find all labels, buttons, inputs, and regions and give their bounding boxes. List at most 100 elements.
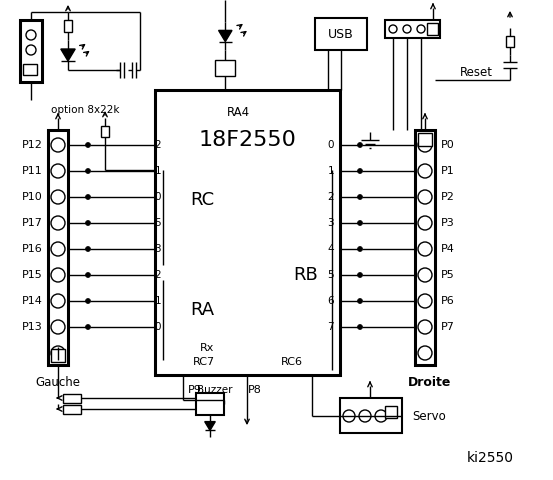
Circle shape	[86, 168, 91, 173]
Text: RC7: RC7	[193, 357, 215, 367]
Text: P3: P3	[441, 218, 455, 228]
Text: Droite: Droite	[408, 376, 452, 389]
Text: 1: 1	[154, 166, 161, 176]
Circle shape	[51, 190, 65, 204]
Circle shape	[86, 299, 91, 303]
Circle shape	[86, 143, 91, 147]
Circle shape	[357, 168, 363, 173]
Circle shape	[51, 268, 65, 282]
Bar	[506, 36, 514, 47]
Text: P10: P10	[22, 192, 43, 202]
Circle shape	[51, 242, 65, 256]
Text: 4: 4	[327, 244, 334, 254]
Text: 2: 2	[154, 140, 161, 150]
Text: Rx: Rx	[200, 343, 215, 353]
Text: P15: P15	[22, 270, 43, 280]
Text: P16: P16	[22, 244, 43, 254]
Circle shape	[51, 138, 65, 152]
Bar	[415, 130, 435, 365]
Text: Gauche: Gauche	[35, 376, 81, 389]
Text: 3: 3	[154, 244, 161, 254]
Circle shape	[418, 190, 432, 204]
Bar	[48, 130, 68, 365]
Circle shape	[357, 143, 363, 147]
Circle shape	[86, 220, 91, 226]
Text: 0: 0	[327, 140, 334, 150]
Polygon shape	[218, 30, 232, 42]
Text: RB: RB	[293, 266, 318, 284]
Text: Buzzer: Buzzer	[197, 385, 233, 395]
Bar	[101, 126, 109, 137]
Circle shape	[51, 320, 65, 334]
Bar	[63, 394, 81, 403]
Text: P4: P4	[441, 244, 455, 254]
Polygon shape	[61, 49, 75, 61]
Bar	[418, 133, 432, 146]
Text: 0: 0	[154, 192, 161, 202]
Text: RC6: RC6	[281, 357, 303, 367]
Text: Servo: Servo	[412, 409, 446, 422]
Circle shape	[357, 273, 363, 277]
Text: P5: P5	[441, 270, 455, 280]
Circle shape	[359, 410, 371, 422]
Circle shape	[86, 324, 91, 329]
Bar	[215, 60, 235, 76]
Bar	[385, 406, 397, 418]
Circle shape	[357, 194, 363, 200]
Text: 2: 2	[327, 192, 334, 202]
Circle shape	[418, 268, 432, 282]
Text: 1: 1	[327, 166, 334, 176]
Bar	[427, 23, 438, 35]
Bar	[385, 20, 440, 38]
Text: P9: P9	[188, 385, 202, 395]
Text: 18F2550: 18F2550	[199, 130, 296, 150]
Text: P17: P17	[22, 218, 43, 228]
Text: USB: USB	[328, 27, 354, 40]
Circle shape	[418, 242, 432, 256]
Bar	[51, 349, 65, 362]
Circle shape	[375, 410, 387, 422]
Text: P1: P1	[441, 166, 455, 176]
Circle shape	[403, 25, 411, 33]
Circle shape	[357, 220, 363, 226]
Text: P11: P11	[22, 166, 43, 176]
Text: 5: 5	[154, 218, 161, 228]
Circle shape	[418, 320, 432, 334]
Circle shape	[389, 25, 397, 33]
Circle shape	[418, 216, 432, 230]
Circle shape	[418, 346, 432, 360]
Text: P14: P14	[22, 296, 43, 306]
Circle shape	[26, 45, 36, 55]
Text: 0: 0	[154, 322, 161, 332]
Circle shape	[357, 247, 363, 252]
Circle shape	[51, 216, 65, 230]
Text: P6: P6	[441, 296, 455, 306]
Text: ki2550: ki2550	[467, 451, 514, 465]
Circle shape	[357, 299, 363, 303]
Text: P2: P2	[441, 192, 455, 202]
Text: RA: RA	[190, 301, 214, 319]
Text: RC: RC	[190, 191, 214, 209]
Circle shape	[86, 273, 91, 277]
Text: 7: 7	[327, 322, 334, 332]
Circle shape	[51, 346, 65, 360]
Text: 6: 6	[327, 296, 334, 306]
Text: P13: P13	[22, 322, 43, 332]
Bar	[64, 20, 72, 32]
Bar	[63, 405, 81, 414]
Circle shape	[51, 294, 65, 308]
Bar	[20, 20, 42, 82]
Circle shape	[26, 30, 36, 40]
Circle shape	[418, 164, 432, 178]
Text: Reset: Reset	[460, 65, 493, 79]
Bar	[23, 64, 37, 75]
Circle shape	[86, 247, 91, 252]
Circle shape	[357, 324, 363, 329]
Text: option 8x22k: option 8x22k	[51, 105, 119, 115]
Text: 1: 1	[154, 296, 161, 306]
Circle shape	[343, 410, 355, 422]
Bar	[315, 18, 367, 50]
Circle shape	[86, 194, 91, 200]
Polygon shape	[205, 421, 215, 431]
Circle shape	[417, 25, 425, 33]
